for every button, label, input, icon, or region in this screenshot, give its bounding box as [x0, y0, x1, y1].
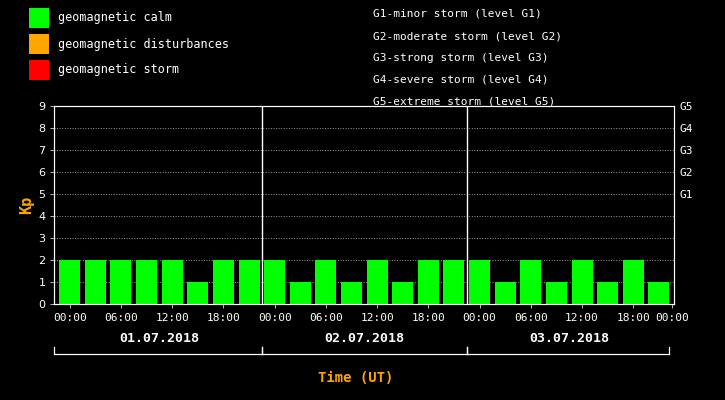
Text: 02.07.2018: 02.07.2018 — [324, 332, 405, 344]
Text: 01.07.2018: 01.07.2018 — [120, 332, 199, 344]
Text: geomagnetic storm: geomagnetic storm — [58, 64, 179, 76]
Text: G5-extreme storm (level G5): G5-extreme storm (level G5) — [373, 97, 555, 107]
Bar — [597, 282, 618, 304]
Text: geomagnetic calm: geomagnetic calm — [58, 12, 172, 24]
Bar — [648, 282, 669, 304]
Bar — [213, 260, 234, 304]
Bar — [239, 260, 260, 304]
Bar — [469, 260, 490, 304]
Bar — [444, 260, 465, 304]
Bar — [290, 282, 311, 304]
Bar — [418, 260, 439, 304]
Bar — [367, 260, 388, 304]
Bar — [546, 282, 567, 304]
Bar — [162, 260, 183, 304]
Bar — [392, 282, 413, 304]
Bar — [341, 282, 362, 304]
Bar — [264, 260, 285, 304]
Text: G1-minor storm (level G1): G1-minor storm (level G1) — [373, 9, 542, 19]
Bar — [315, 260, 336, 304]
Bar — [85, 260, 106, 304]
Text: G3-strong storm (level G3): G3-strong storm (level G3) — [373, 53, 549, 63]
Y-axis label: Kp: Kp — [19, 196, 34, 214]
Bar — [110, 260, 131, 304]
Text: 03.07.2018: 03.07.2018 — [529, 332, 609, 344]
Text: G4-severe storm (level G4): G4-severe storm (level G4) — [373, 75, 549, 85]
Bar — [136, 260, 157, 304]
Text: Time (UT): Time (UT) — [318, 371, 393, 385]
Text: G2-moderate storm (level G2): G2-moderate storm (level G2) — [373, 31, 563, 41]
Bar — [187, 282, 208, 304]
Bar — [521, 260, 542, 304]
Bar — [494, 282, 515, 304]
Bar — [571, 260, 592, 304]
Bar — [623, 260, 644, 304]
Text: geomagnetic disturbances: geomagnetic disturbances — [58, 38, 229, 50]
Bar — [59, 260, 80, 304]
